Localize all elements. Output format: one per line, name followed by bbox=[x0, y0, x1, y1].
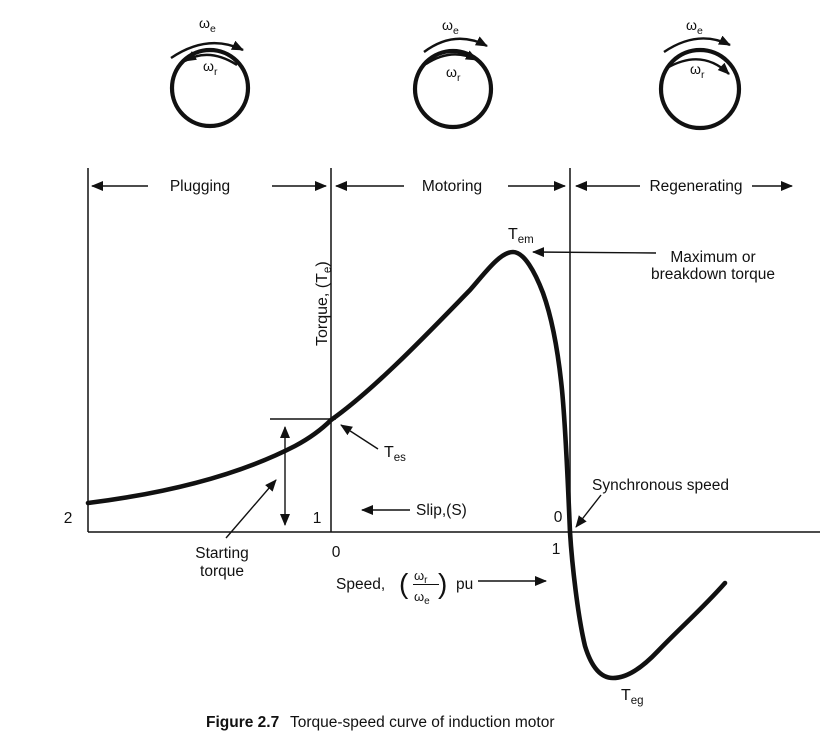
slip-tick-1: 1 bbox=[313, 510, 322, 527]
rotor-circle bbox=[412, 48, 494, 130]
omega-r-label: ωr bbox=[203, 58, 218, 78]
synchronous-speed-group: Synchronous speed bbox=[575, 477, 729, 528]
breakdown-torque-group: Tem Maximum or breakdown torque bbox=[508, 226, 775, 283]
rotor-diagram-regenerating: ωe ωr bbox=[658, 17, 742, 131]
omega-r-label: ωr bbox=[690, 61, 705, 81]
speed-axis-label-group: Speed, ( ωr ωe ) pu bbox=[336, 568, 547, 607]
starting-torque-group: Tes Starting torque bbox=[195, 418, 406, 580]
synchronous-speed-pointer-arrow bbox=[575, 494, 602, 528]
teg-label: Teg bbox=[621, 687, 644, 707]
slip-tick-2: 2 bbox=[64, 510, 73, 527]
torque-speed-curve bbox=[85, 249, 728, 681]
stator-speed-arrow bbox=[423, 36, 488, 53]
speed-tick-1: 1 bbox=[552, 541, 561, 558]
fraction-open-paren: ( bbox=[399, 568, 409, 599]
slip-tick-0: 0 bbox=[554, 509, 563, 526]
tes-label: Tes bbox=[384, 444, 406, 464]
synchronous-speed-label: Synchronous speed bbox=[592, 477, 729, 494]
speed-axis-ticks: 0 1 bbox=[332, 541, 561, 561]
speed-tick-0: 0 bbox=[332, 544, 341, 561]
slip-axis-group: Slip,(S) 2 1 0 bbox=[64, 502, 563, 527]
starting-torque-pointer-arrow bbox=[225, 479, 277, 539]
rotor-speed-arrow bbox=[666, 58, 730, 75]
region-label-plugging: Plugging bbox=[170, 178, 230, 195]
caption-text: Torque-speed curve of induction motor bbox=[290, 714, 555, 731]
omega-e-label: ωe bbox=[442, 17, 459, 37]
rotor-circle bbox=[169, 47, 251, 129]
stator-speed-arrow bbox=[170, 40, 244, 59]
fraction-denominator: ωe bbox=[414, 589, 430, 607]
omega-e-label: ωe bbox=[199, 15, 216, 35]
speed-axis-label-unit: pu bbox=[456, 576, 473, 593]
region-label-motoring: Motoring bbox=[422, 178, 482, 195]
fraction-numerator: ωr bbox=[414, 568, 428, 586]
starting-torque-label-line1: Starting bbox=[195, 545, 248, 562]
region-label-regenerating: Regenerating bbox=[649, 178, 742, 195]
tem-pointer-arrow bbox=[532, 247, 657, 258]
figure-caption: Figure 2.7 Torque-speed curve of inducti… bbox=[206, 714, 555, 731]
omega-r-label: ωr bbox=[446, 64, 461, 84]
tem-label: Tem bbox=[508, 226, 534, 246]
rotor-circle bbox=[658, 47, 742, 131]
speed-axis-label-prefix: Speed, bbox=[336, 576, 385, 593]
omega-e-label: ωe bbox=[686, 17, 703, 37]
caption-number: Figure 2.7 bbox=[206, 714, 279, 731]
max-torque-label-line1: Maximum or bbox=[670, 249, 755, 266]
tes-pointer-arrow bbox=[340, 424, 379, 450]
slip-axis-label: Slip,(S) bbox=[416, 502, 467, 519]
rotor-speed-arrow bbox=[425, 50, 478, 66]
rotor-diagram-plugging: ωe ωr bbox=[169, 15, 251, 129]
fraction-close-paren: ) bbox=[438, 568, 447, 599]
rotor-diagram-motoring: ωe ωr bbox=[412, 17, 494, 130]
max-torque-label-line2: breakdown torque bbox=[651, 266, 775, 283]
stator-speed-arrow bbox=[663, 35, 731, 53]
rotor-speed-arrow bbox=[184, 51, 238, 67]
region-band: Plugging Motoring Regenerating bbox=[87, 168, 793, 532]
torque-axis-label: Torque, (Te) bbox=[314, 261, 334, 346]
starting-torque-label-line2: torque bbox=[200, 563, 244, 580]
